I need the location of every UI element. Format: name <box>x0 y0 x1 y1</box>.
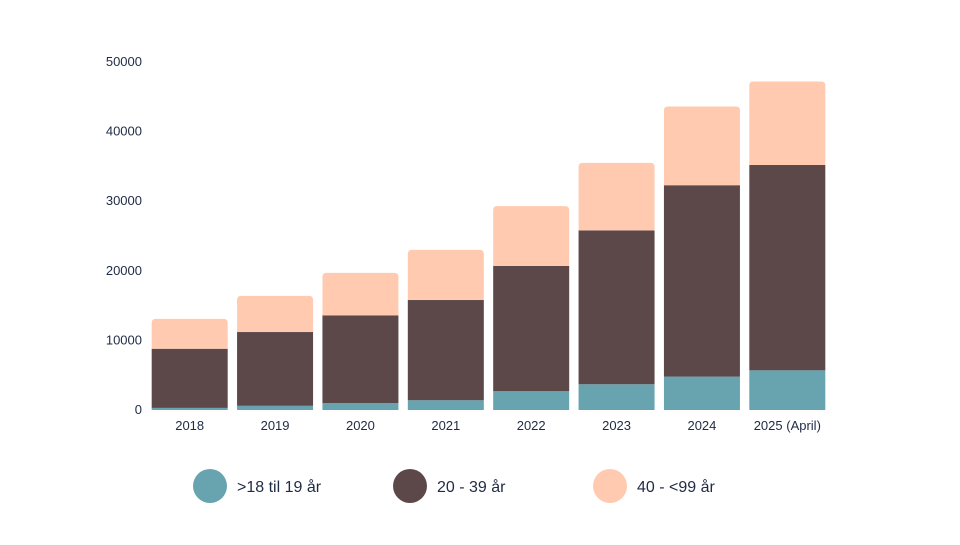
bar-segment-20-39-r-2023 <box>578 230 655 385</box>
legend-label: >18 til 19 år <box>237 478 322 496</box>
bar-segment-18-til-19-r-2025-april <box>749 370 826 410</box>
x-axis: 2018 2019 2020 2021 2022 2023 2024 2025 (April) <box>175 418 821 433</box>
bar-segment-40-99-r-2018 <box>151 318 228 349</box>
bar-segment-20-39-r-2018 <box>151 348 228 408</box>
bar-segment-20-39-r-2022 <box>493 265 570 392</box>
bar-segment-18-til-19-r-2020 <box>322 403 399 410</box>
x-tick-label: 2022 <box>517 418 546 433</box>
bar-segment-40-99-r-2023 <box>578 162 655 231</box>
bar-segment-20-39-r-2024 <box>663 185 740 377</box>
bar-segment-40-99-r-2022 <box>493 206 570 266</box>
x-tick-label: 2025 (April) <box>754 418 821 433</box>
legend-swatch <box>593 469 627 503</box>
y-axis: 0 10000 20000 30000 40000 50000 <box>106 54 142 417</box>
bar-stack-2018 <box>151 318 228 410</box>
bar-segment-40-99-r-2021 <box>407 249 484 301</box>
bar-stack-2019 <box>237 295 314 410</box>
bar-segment-40-99-r-2024 <box>663 106 740 186</box>
bar-segment-18-til-19-r-2024 <box>663 376 740 410</box>
legend-item: >18 til 19 år <box>193 469 322 503</box>
bar-stack-2023 <box>578 162 655 410</box>
bar-stack-2022 <box>493 206 570 410</box>
legend-swatch <box>393 469 427 503</box>
y-tick-label: 40000 <box>106 124 142 139</box>
x-tick-label: 2023 <box>602 418 631 433</box>
x-tick-label: 2019 <box>261 418 290 433</box>
x-tick-label: 2020 <box>346 418 375 433</box>
bar-segment-40-99-r-2020 <box>322 272 399 316</box>
y-tick-label: 30000 <box>106 193 142 208</box>
bar-stack-2025-april <box>749 81 826 410</box>
bar-stacks <box>151 81 826 410</box>
bar-segment-20-39-r-2021 <box>407 300 484 401</box>
legend-swatch <box>193 469 227 503</box>
bar-segment-20-39-r-2020 <box>322 315 399 404</box>
bar-segment-20-39-r-2019 <box>237 332 314 406</box>
bar-stack-2020 <box>322 272 399 410</box>
y-tick-label: 50000 <box>106 54 142 69</box>
bar-segment-20-39-r-2025-april <box>749 165 826 371</box>
y-tick-label: 20000 <box>106 263 142 278</box>
bar-segment-40-99-r-2019 <box>237 295 314 333</box>
legend-item: 40 - <99 år <box>593 469 716 503</box>
bar-segment-18-til-19-r-2021 <box>407 400 484 410</box>
x-tick-label: 2021 <box>431 418 460 433</box>
bar-segment-18-til-19-r-2019 <box>237 405 314 410</box>
legend-item: 20 - 39 år <box>393 469 506 503</box>
bar-segment-40-99-r-2025-april <box>749 81 826 166</box>
bar-segment-18-til-19-r-2022 <box>493 391 570 410</box>
y-tick-label: 10000 <box>106 332 142 347</box>
x-tick-label: 2018 <box>175 418 204 433</box>
bar-segment-18-til-19-r-2023 <box>578 384 655 410</box>
legend-label: 40 - <99 år <box>637 478 716 496</box>
legend: >18 til 19 år 20 - 39 år 40 - <99 år <box>193 469 716 503</box>
bar-stack-2021 <box>407 249 484 410</box>
x-tick-label: 2024 <box>687 418 716 433</box>
bar-segment-18-til-19-r-2018 <box>151 407 228 410</box>
bar-stack-2024 <box>663 106 740 410</box>
legend-label: 20 - 39 år <box>437 478 506 496</box>
y-tick-label: 0 <box>135 402 142 417</box>
